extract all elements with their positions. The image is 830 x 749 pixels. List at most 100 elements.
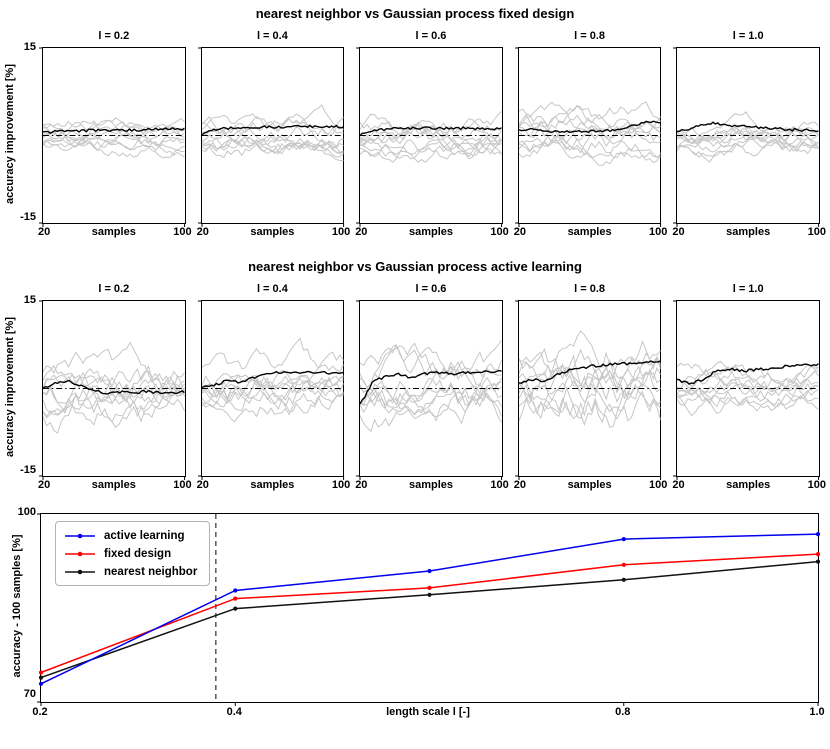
subplot-title: l = 0.6: [415, 30, 447, 42]
xtick-100: 100: [649, 479, 668, 491]
subplot-canvas: [39, 300, 186, 480]
xtick-100: 100: [807, 479, 826, 491]
y-axis-label: accuracy improvement [%]: [4, 64, 16, 204]
xtick-100: 100: [649, 226, 668, 238]
subplot-x-axis: 20 samples 100: [672, 479, 826, 495]
xtick-20: 20: [196, 479, 209, 491]
ytick-top: 15: [23, 41, 36, 53]
subplot-canvas: [356, 47, 503, 227]
subplot-0.4: l = 0.4 20 samples 100: [197, 29, 351, 242]
xtick-20: 20: [672, 226, 685, 238]
xtick-100: 100: [490, 479, 509, 491]
subplot-title: l = 0.4: [256, 30, 288, 42]
legend-entry: fixed design: [64, 546, 197, 561]
subplot-1.0: l = 1.0 20 samples 100: [672, 29, 826, 242]
subplot-x-axis: 20 samples 100: [38, 226, 192, 242]
xtick-100: 100: [807, 226, 826, 238]
subplot-x-axis: 20 samples 100: [355, 226, 509, 242]
subplot-x-axis: 20 samples 100: [672, 226, 826, 242]
subplot-canvas: [514, 47, 662, 227]
row-title-active-learning: nearest neighbor vs Gaussian process act…: [248, 259, 582, 274]
subplot-x-axis: 20 samples 100: [514, 226, 668, 242]
subplot-title: l = 0.8: [574, 283, 606, 295]
xtick-20: 20: [672, 479, 685, 491]
xtick-100: 100: [331, 226, 351, 238]
subplot-title: l = 0.2: [98, 30, 130, 42]
ytick-bottom: -15: [20, 464, 36, 476]
summary-plot-area: active learning fixed design nearest neigh…: [37, 513, 821, 706]
x-axis-label: samples: [567, 479, 612, 491]
subplot-0.6: l = 0.6 20 samples 100: [355, 29, 509, 242]
ytick-bottom: -15: [20, 211, 36, 223]
x-axis-label: samples: [91, 479, 136, 491]
subplot-0.8: l = 0.8 20 samples 100: [514, 29, 668, 242]
xtick-100: 100: [331, 479, 351, 491]
x-axis-label: samples: [567, 226, 612, 238]
xtick-20: 20: [513, 479, 527, 491]
xtick-1.0: 1.0: [809, 706, 825, 718]
subplot-canvas: [673, 300, 820, 480]
legend-label: nearest neighbor: [104, 565, 198, 578]
legend: active learning fixed design nearest neigh…: [55, 521, 211, 586]
subplot-1.0: l = 1.0 20 samples 100: [672, 282, 826, 495]
subplot-0.2: l = 0.2 20 samples 100: [38, 282, 192, 495]
subplot-strip-fixed-design: l = 0.2 20 samples 100 l = 0.4 20 samples 100 l …: [38, 29, 826, 242]
ytick-100: 100: [17, 506, 36, 518]
x-axis-label: samples: [250, 226, 295, 238]
xtick-20: 20: [355, 479, 368, 491]
x-axis-label: samples: [408, 226, 453, 238]
subplot-canvas: [197, 300, 345, 480]
subplot-0.2: l = 0.2 20 samples 100: [38, 29, 192, 242]
legend-label: fixed design: [104, 547, 172, 560]
x-axis-label: samples: [250, 479, 295, 491]
legend-marker-icon: [65, 533, 95, 538]
subplot-x-axis: 20 samples 100: [355, 479, 509, 495]
subplot-canvas: [39, 47, 186, 227]
subplot-title: l = 1.0: [732, 30, 764, 42]
legend-marker-icon: [65, 569, 95, 574]
subplot-title: l = 0.4: [256, 283, 288, 295]
subplot-0.6: l = 0.6 20 samples 100: [355, 282, 509, 495]
legend-entry: active learning: [64, 528, 197, 543]
subplot-canvas: [197, 47, 345, 227]
x-axis-label: samples: [91, 226, 136, 238]
xtick-0.2: 0.2: [32, 706, 48, 718]
legend-marker-icon: [65, 551, 95, 556]
subplot-x-axis: 20 samples 100: [197, 479, 351, 495]
row-fixed-design: nearest neighbor vs Gaussian process fix…: [0, 0, 830, 255]
xtick-100: 100: [173, 226, 192, 238]
subplot-0.8: l = 0.8 20 samples 100: [514, 282, 668, 495]
xtick-20: 20: [38, 226, 51, 238]
y-axis-label: accuracy - 100 samples [%]: [11, 534, 23, 678]
subplot-x-axis: 20 samples 100: [38, 479, 192, 495]
x-axis-label: samples: [726, 226, 771, 238]
xtick-100: 100: [490, 226, 509, 238]
row-title-fixed-design: nearest neighbor vs Gaussian process fix…: [255, 6, 575, 21]
ytick-70: 70: [23, 688, 36, 700]
xtick-20: 20: [513, 226, 527, 238]
xtick-0.4: 0.4: [226, 706, 242, 718]
subplot-title: l = 0.8: [574, 30, 606, 42]
legend-label: active learning: [104, 529, 185, 542]
summary-chart: [37, 513, 821, 706]
subplot-title: l = 0.6: [415, 283, 447, 295]
summary-chart-section: 100 70 accuracy - 100 samples [%] active…: [0, 500, 830, 749]
xtick-20: 20: [355, 226, 368, 238]
legend-entry: nearest neighbor: [64, 564, 197, 579]
xtick-100: 100: [173, 479, 192, 491]
subplot-canvas: [514, 300, 662, 480]
subplot-strip-active-learning: l = 0.2 20 samples 100 l = 0.4 20 samples 100 l …: [38, 282, 826, 495]
y-axis-label: accuracy improvement [%]: [4, 317, 16, 457]
x-axis-label: samples: [408, 479, 453, 491]
x-axis-label: length scale l [-]: [386, 706, 470, 718]
subplot-title: l = 0.2: [98, 283, 130, 295]
xtick-20: 20: [38, 479, 51, 491]
xtick-20: 20: [196, 226, 209, 238]
x-axis-label: samples: [726, 479, 771, 491]
subplot-x-axis: 20 samples 100: [514, 479, 668, 495]
row-active-learning: nearest neighbor vs Gaussian process act…: [0, 255, 830, 500]
subplot-title: l = 1.0: [732, 283, 764, 295]
subplot-canvas: [673, 47, 820, 227]
subplot-x-axis: 20 samples 100: [197, 226, 351, 242]
